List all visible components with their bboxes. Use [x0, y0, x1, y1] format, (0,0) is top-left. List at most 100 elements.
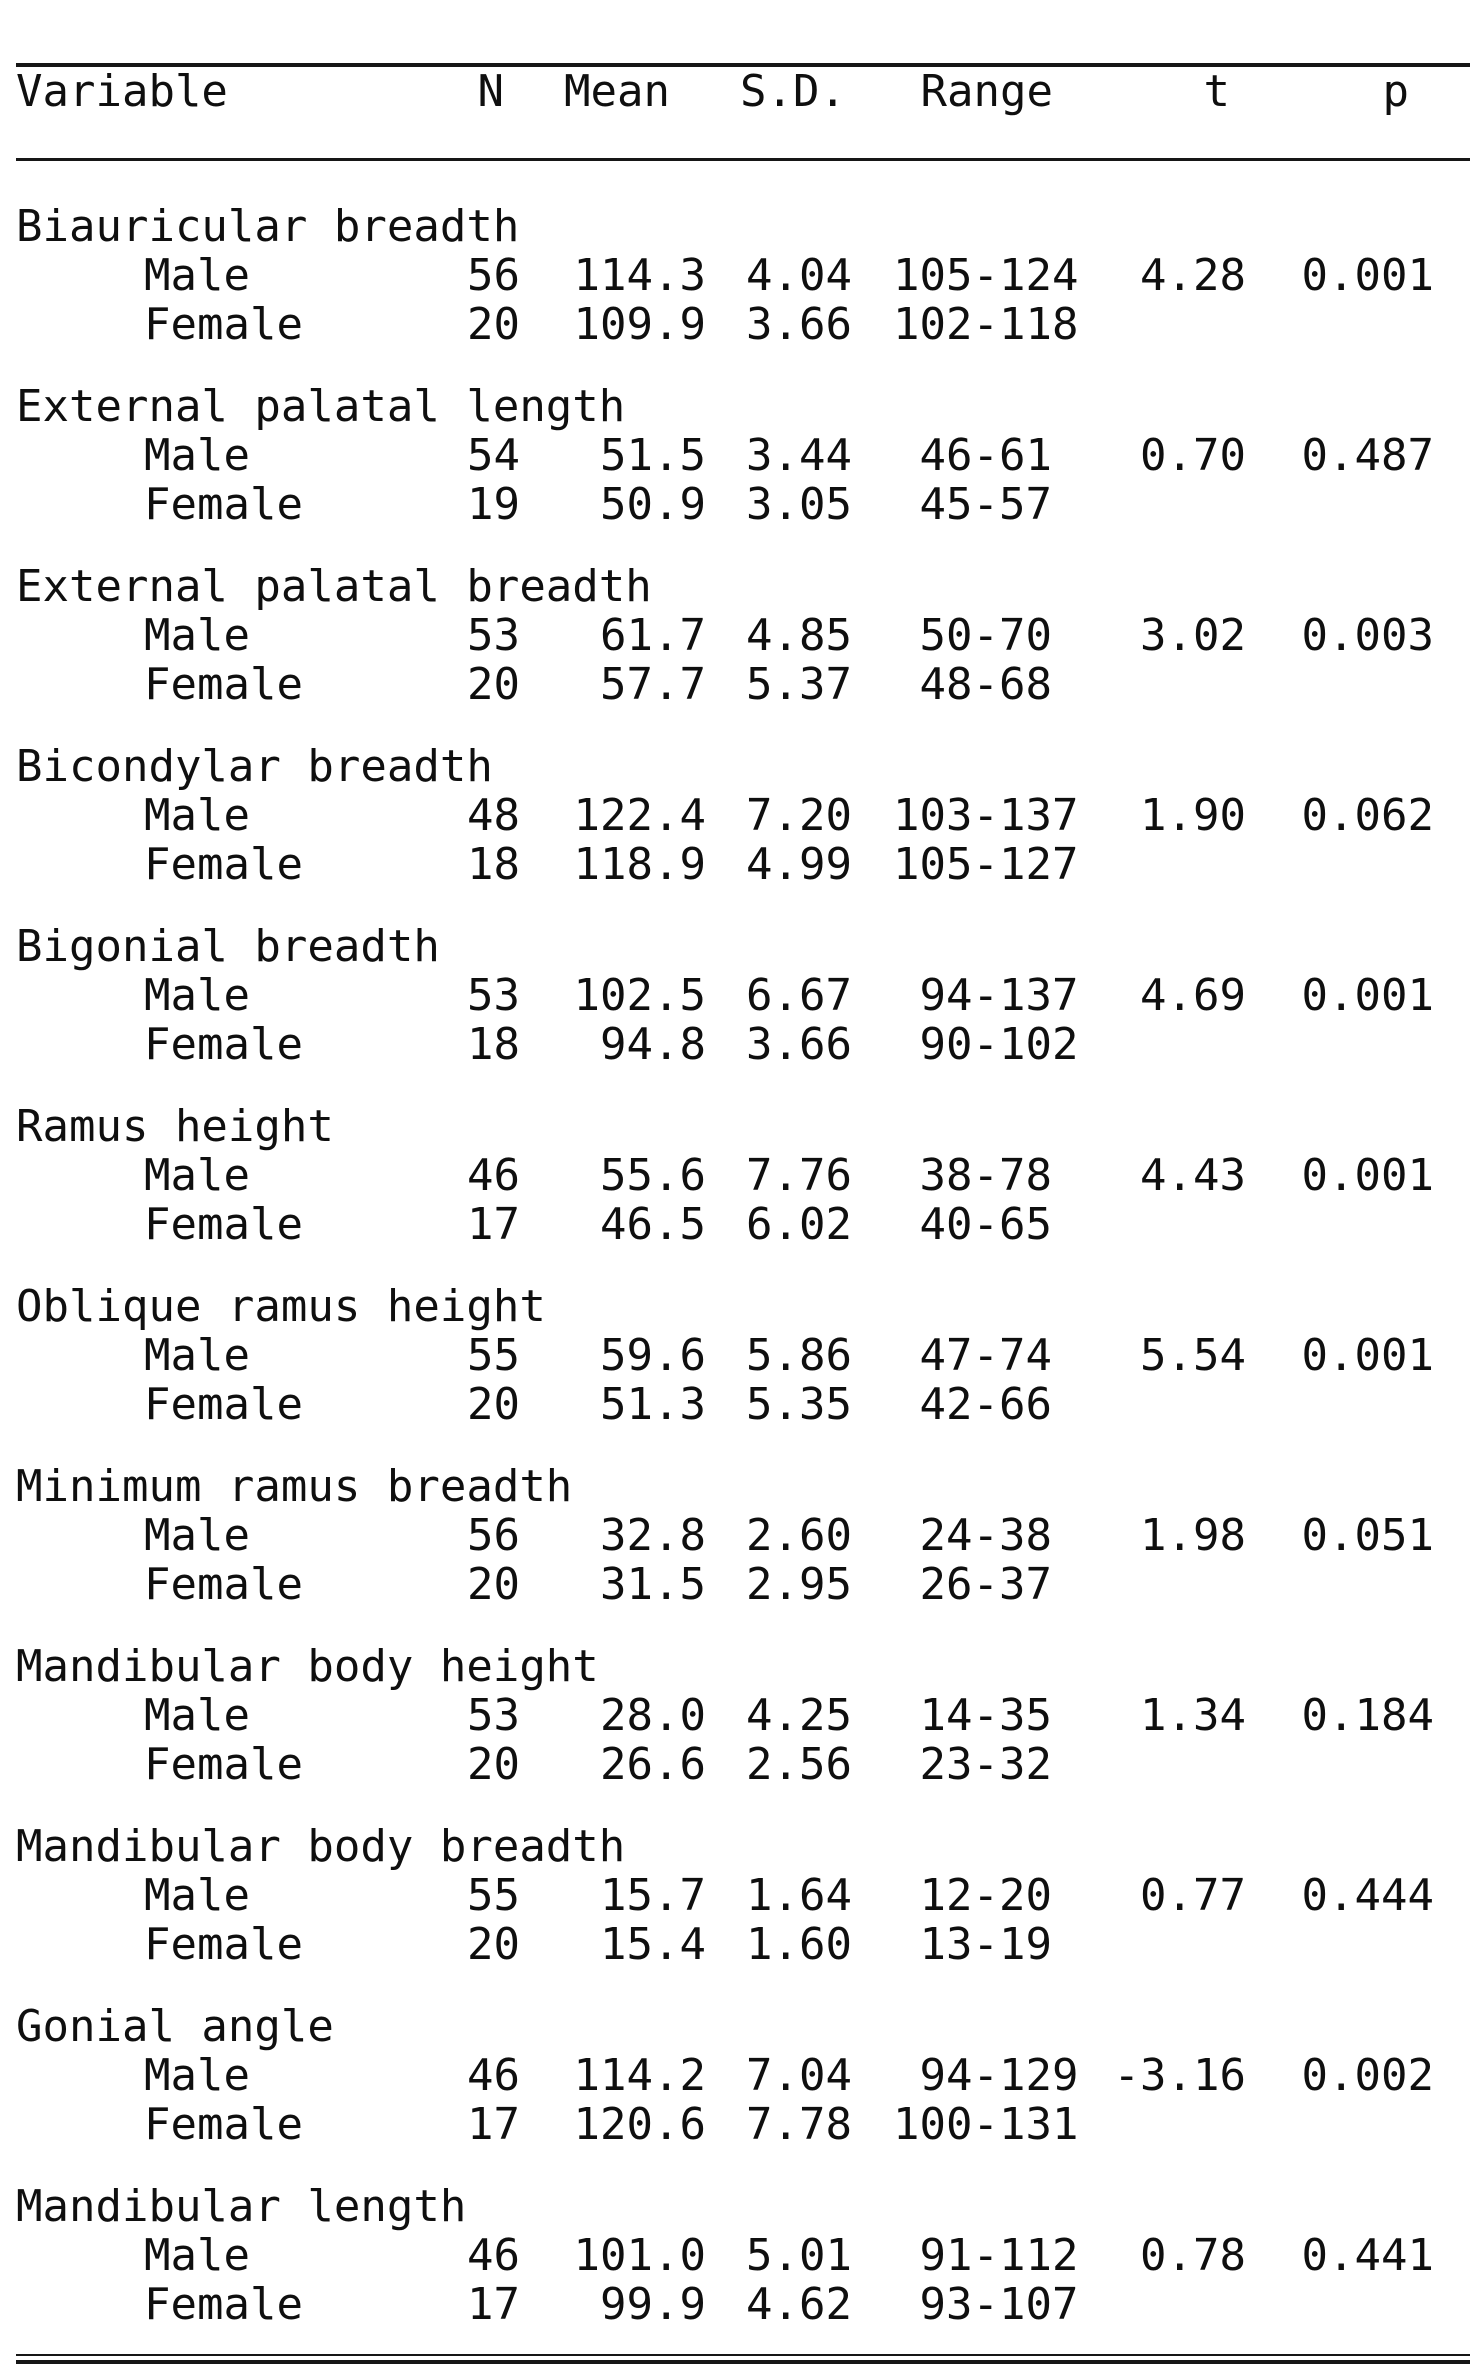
cell-t: 0.77 [1140, 1870, 1246, 1921]
range-hyphen: - [972, 1150, 1000, 1201]
cell-mean: 46.5 [600, 1199, 706, 1250]
row-sex-label: Female [144, 1559, 303, 1610]
cell-n: 20 [467, 299, 520, 350]
row-sex-label: Male [144, 1870, 250, 1921]
range-low: 90 [919, 1019, 973, 1070]
cell-n: 56 [467, 250, 520, 301]
cell-mean: 51.5 [600, 430, 706, 481]
cell-mean: 109.9 [573, 299, 706, 350]
cell-n: 48 [467, 790, 520, 841]
cell-mean: 114.2 [573, 2050, 706, 2101]
cell-p [1246, 300, 1434, 349]
cell-n: 54 [467, 430, 520, 481]
cell-sd: 7.04 [746, 2050, 852, 2101]
range-high: 102 [999, 1019, 1079, 1070]
row-sex-label: Female [144, 659, 303, 710]
range-hyphen: - [972, 659, 1000, 710]
table-row-male: Male 56 32.8 2.60 24-38 1.98 0.051 [16, 1511, 1434, 1560]
range-low: 26 [919, 1559, 973, 1610]
variable-group-label: External palatal length [16, 381, 626, 432]
variable-group-label: Mandibular length [16, 2181, 467, 2232]
cell-range: 23-32 [852, 1740, 1078, 1789]
range-hyphen: - [972, 1379, 1000, 1430]
cell-mean: 28.0 [600, 1690, 706, 1741]
variable-group-label: Mandibular body height [16, 1641, 599, 1692]
cell-t [1078, 1560, 1246, 1609]
cell-n: 18 [467, 839, 520, 890]
table-row-female: Female 20 109.9 3.66 102-118 [16, 300, 1434, 349]
cell-p: 0.001 [1301, 250, 1434, 301]
table-row-female: Female 20 51.3 5.35 42-66 [16, 1380, 1434, 1429]
column-header-sd: S.D. [740, 66, 846, 117]
cell-sd: 6.67 [746, 970, 852, 1021]
cell-t [1078, 1920, 1246, 1969]
cell-range: 103-137 [852, 791, 1078, 840]
range-low: 13 [919, 1919, 973, 1970]
cell-n: 17 [467, 1199, 520, 1250]
cell-n: 17 [467, 2099, 520, 2150]
cell-sd: 2.60 [746, 1510, 852, 1561]
table-row-male: Male 55 15.7 1.64 12-20 0.77 0.444 [16, 1871, 1434, 1920]
cell-mean: 59.6 [600, 1330, 706, 1381]
variable-group-row: Mandibular body breadth [16, 1789, 1434, 1871]
cell-n: 18 [467, 1019, 520, 1070]
row-sex-label: Male [144, 2050, 250, 2101]
cell-t [1078, 660, 1246, 709]
cell-p: 0.001 [1301, 1150, 1434, 1201]
row-sex-label: Male [144, 1150, 250, 1201]
cell-range: 90-102 [852, 1019, 1079, 1070]
cell-sd: 3.44 [746, 430, 852, 481]
variable-group-row: Biauricular breadth [16, 202, 1434, 251]
row-sex-label: Female [144, 2099, 303, 2150]
cell-mean: 51.3 [600, 1379, 706, 1430]
range-hyphen: - [972, 2279, 1000, 2330]
cell-p [1246, 2280, 1434, 2329]
range-hyphen: - [972, 299, 1000, 350]
column-header-variable: Variable [16, 66, 228, 117]
column-header-p: p [1382, 66, 1410, 117]
cell-p: 0.002 [1301, 2050, 1434, 2101]
row-sex-label: Female [144, 1019, 303, 1070]
range-low: 42 [919, 1379, 973, 1430]
cell-p [1246, 1920, 1434, 1969]
cell-n: 20 [467, 1739, 520, 1790]
row-sex-label: Female [144, 1199, 303, 1250]
table-row-female: Female 17 99.9 4.62 93-107 [16, 2280, 1434, 2329]
table-row-female: Female 20 31.5 2.95 26-37 [16, 1560, 1434, 1609]
cell-mean: 99.9 [600, 2279, 706, 2330]
cell-sd: 1.64 [746, 1870, 852, 1921]
variable-group-row: External palatal length [16, 349, 1434, 431]
range-low: 47 [919, 1330, 973, 1381]
cell-t [1078, 1020, 1246, 1069]
range-low: 12 [919, 1870, 973, 1921]
range-high: 137 [999, 970, 1079, 1021]
table-row-male: Male 46 101.0 5.01 91-112 0.78 0.441 [16, 2231, 1434, 2280]
cell-range: 93-107 [852, 2279, 1079, 2330]
cell-t [1078, 2100, 1246, 2149]
cell-t [1078, 300, 1246, 349]
cell-p [1246, 480, 1434, 529]
cell-range: 47-74 [852, 1331, 1078, 1380]
cell-n: 53 [467, 970, 520, 1021]
cell-mean: 94.8 [600, 1019, 706, 1070]
range-hyphen: - [972, 1919, 1000, 1970]
row-sex-label: Female [144, 479, 303, 530]
range-low: 91 [919, 2230, 973, 2281]
range-low: 105 [893, 839, 973, 890]
cell-range: 42-66 [852, 1380, 1078, 1429]
table-row-female: Female 20 26.6 2.56 23-32 [16, 1740, 1434, 1789]
row-sex-label: Male [144, 1330, 250, 1381]
cell-mean: 122.4 [573, 790, 706, 841]
table-row-female: Female 17 46.5 6.02 40-65 [16, 1200, 1434, 1249]
variable-group-label: Bicondylar breadth [16, 741, 493, 792]
variable-group-label: Minimum ramus breadth [16, 1461, 573, 1512]
cell-t: 4.43 [1140, 1150, 1246, 1201]
cell-mean: 50.9 [600, 479, 706, 530]
cell-mean: 114.3 [573, 250, 706, 301]
table-row-male: Male 55 59.6 5.86 47-74 5.54 0.001 [16, 1331, 1434, 1380]
cell-t: 1.98 [1140, 1510, 1246, 1561]
variable-group-row: Mandibular body height [16, 1609, 1434, 1691]
range-low: 103 [893, 790, 973, 841]
range-low: 46 [919, 430, 973, 481]
range-hyphen: - [972, 479, 1000, 530]
